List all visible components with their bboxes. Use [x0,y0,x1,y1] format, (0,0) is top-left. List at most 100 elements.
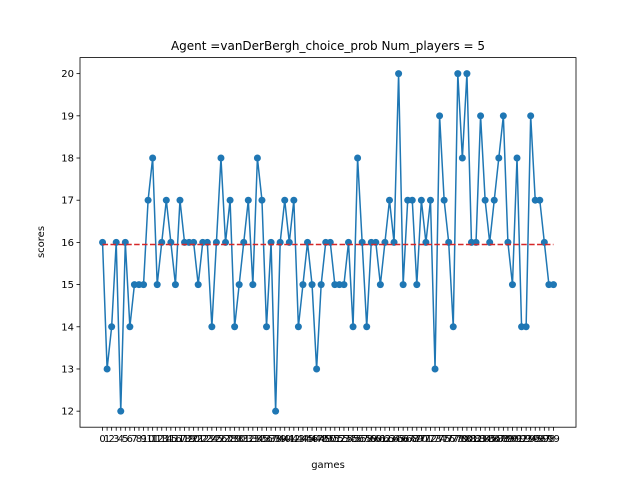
marker [408,196,416,204]
y-tick-label: 14 [61,322,74,333]
marker [126,323,134,331]
x-tick-label: 95 [529,434,542,445]
x-tick-label: 1 [104,434,110,445]
x-tick-label: 35 [256,434,269,445]
x-tick-label: 26 [215,434,228,445]
marker [449,323,457,331]
marker [413,281,421,289]
x-tick-label: 67 [401,434,414,445]
x-tick-label: 71 [420,434,433,445]
marker [263,323,271,331]
x-tick-label: 86 [488,434,501,445]
marker [458,154,466,162]
x-tick-label: 31 [237,434,250,445]
x-tick-label: 88 [497,434,510,445]
marker [436,112,444,120]
x-tick-label: 68 [406,434,419,445]
marker [153,281,161,289]
marker [499,112,507,120]
x-tick-label: 54 [342,434,355,445]
marker [249,281,257,289]
x-tick-label: 30 [233,434,246,445]
x-tick-label: 85 [483,434,496,445]
x-tick-label: 42 [287,434,300,445]
marker [253,154,261,162]
marker [354,154,362,162]
x-tick-label: 57 [356,434,369,445]
marker [226,196,234,204]
x-tick-label: 64 [388,434,401,445]
x-tick-label: 65 [392,434,405,445]
x-tick-label: 38 [269,434,282,445]
y-tick-label: 16 [61,238,74,249]
x-tick-label: 80 [461,434,474,445]
x-tick-label: 55 [347,434,360,445]
x-tick-label: 69 [410,434,423,445]
x-tick-label: 6 [127,434,133,445]
y-tick-label: 19 [61,111,74,122]
x-tick-label: 33 [246,434,259,445]
x-tick-label: 97 [538,434,551,445]
x-tick-label: 18 [178,434,191,445]
x-tick-label: 37 [265,434,278,445]
x-tick-label: 11 [146,434,159,445]
marker [258,196,266,204]
x-tick-label: 94 [524,434,537,445]
x-tick-label: 9 [140,434,146,445]
x-tick-label: 14 [160,434,173,445]
y-tick-label: 13 [61,364,74,375]
y-tick-label: 18 [61,154,74,165]
x-tick-label: 5 [122,434,128,445]
y-tick-label: 12 [61,407,74,418]
x-tick-label: 41 [283,434,296,445]
x-tick-label: 53 [338,434,351,445]
marker [395,70,403,78]
x-tick-label: 32 [242,434,255,445]
x-tick-label: 44 [297,434,310,445]
x-tick-label: 19 [183,434,196,445]
plot-frame [79,57,577,428]
x-tick-label: 47 [310,434,323,445]
marker [117,407,125,415]
x-tick-label: 27 [219,434,232,445]
marker [440,196,448,204]
marker [299,281,307,289]
x-tick-label: 48 [315,434,328,445]
marker [549,281,557,289]
x-tick-label: 93 [520,434,533,445]
x-tick-label: 61 [374,434,387,445]
marker [281,196,289,204]
x-tick-label: 28 [224,434,237,445]
marker [294,323,302,331]
x-tick-label: 63 [383,434,396,445]
x-tick-label: 40 [278,434,291,445]
x-tick-label: 45 [301,434,314,445]
marker [399,281,407,289]
y-tick-label: 20 [61,69,74,80]
marker [244,196,252,204]
x-tick-label: 60 [369,434,382,445]
x-tick-label: 73 [429,434,442,445]
x-tick-label: 98 [543,434,556,445]
y-axis-label: scores [36,226,47,258]
x-tick-label: 58 [360,434,373,445]
x-tick-label: 0 [99,434,105,445]
x-tick-label: 4 [118,434,124,445]
marker [536,196,544,204]
marker [176,196,184,204]
marker [490,196,498,204]
marker [149,154,157,162]
marker [431,365,439,373]
x-tick-label: 62 [379,434,392,445]
marker [376,281,384,289]
marker [513,154,521,162]
x-tick-label: 90 [506,434,519,445]
x-tick-label: 13 [155,434,168,445]
marker [363,323,371,331]
marker [317,281,325,289]
y-tick-label: 17 [61,196,74,207]
x-tick-label: 15 [164,434,177,445]
x-tick-label: 10 [142,434,155,445]
marker [140,281,148,289]
